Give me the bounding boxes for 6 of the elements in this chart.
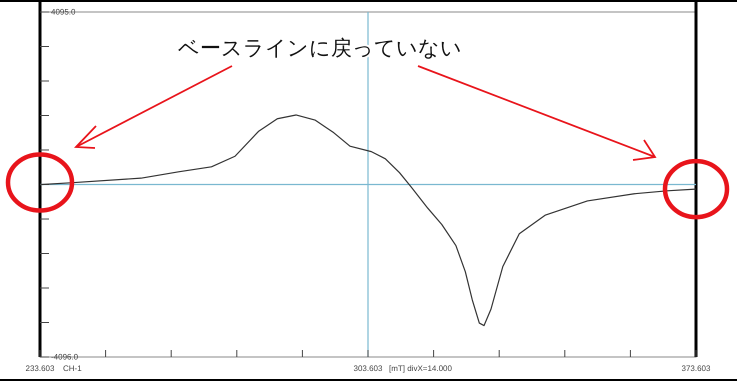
x-tick-label: 303.603 bbox=[354, 364, 384, 373]
x-tick-label: 373.603 bbox=[682, 364, 712, 373]
x-tick-label: 233.603 bbox=[26, 364, 56, 373]
text: CH-1 bbox=[63, 364, 82, 373]
x-axis-title: [mT] divX=14.000 bbox=[389, 364, 452, 373]
line-series bbox=[41, 114, 696, 326]
